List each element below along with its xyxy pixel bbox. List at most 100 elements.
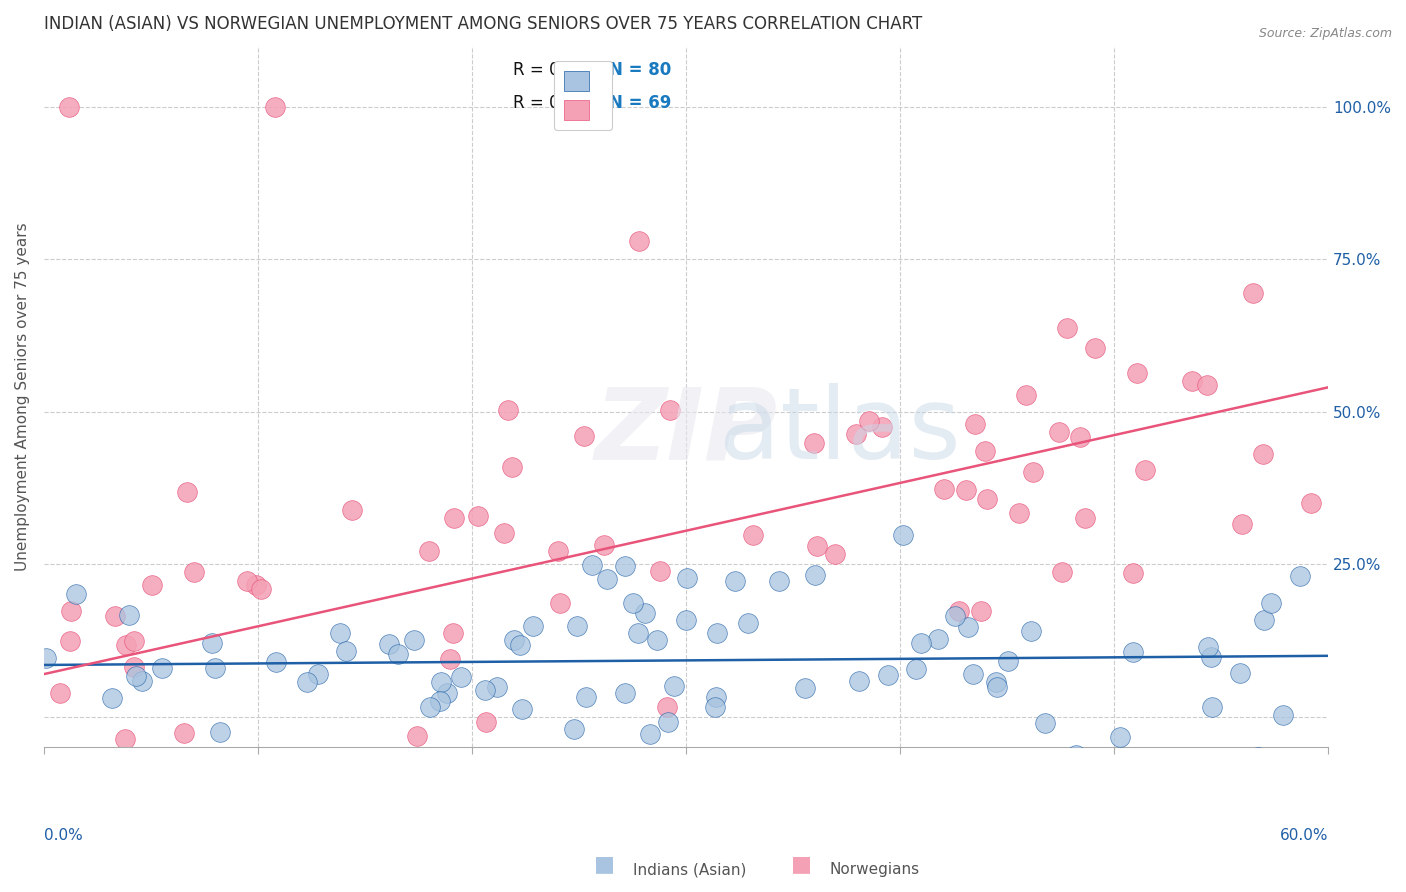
Indians (Asian) [1201,650,1223,665]
Indians (Asian) [402,632,425,647]
Indians (Asian) [1229,665,1251,680]
Norwegians [418,544,440,558]
Indians (Asian) [522,618,544,632]
Indians (Asian) [101,691,124,706]
Indians (Asian) [429,675,451,690]
Norwegians [1133,463,1156,477]
Indians (Asian) [962,666,984,681]
Indians (Asian) [117,608,139,623]
Norwegians [235,574,257,588]
Norwegians [1050,566,1073,580]
Indians (Asian) [986,681,1008,695]
Norwegians [1181,374,1204,388]
Indians (Asian) [676,571,699,585]
Norwegians [439,651,461,665]
Norwegians [858,414,880,428]
Norwegians [340,503,363,517]
Norwegians [475,715,498,730]
Indians (Asian) [1122,645,1144,659]
Indians (Asian) [429,694,451,708]
Norwegians [122,660,145,674]
Norwegians [955,483,977,497]
Text: ■: ■ [792,854,811,873]
Norwegians [1084,341,1107,355]
Norwegians [754,783,776,797]
Indians (Asian) [562,722,585,736]
Indians (Asian) [264,655,287,669]
Norwegians [1069,430,1091,444]
Norwegians [648,564,671,578]
Norwegians [249,582,271,597]
Indians (Asian) [65,586,87,600]
Indians (Asian) [927,632,949,646]
Indians (Asian) [502,633,524,648]
Indians (Asian) [1260,596,1282,610]
Indians (Asian) [575,690,598,704]
Norwegians [173,725,195,739]
Indians (Asian) [1246,750,1268,764]
Indians (Asian) [706,626,728,640]
Indians (Asian) [1109,730,1132,744]
Norwegians [1299,496,1322,510]
Norwegians [658,402,681,417]
Indians (Asian) [905,662,928,676]
Norwegians [49,686,72,700]
Norwegians [657,700,679,714]
Indians (Asian) [704,690,727,705]
Norwegians [974,444,997,458]
Text: N = 69: N = 69 [609,95,671,112]
Indians (Asian) [419,700,441,714]
Indians (Asian) [208,725,231,739]
Norwegians [870,420,893,434]
Indians (Asian) [329,625,352,640]
Text: Indians (Asian): Indians (Asian) [633,863,747,877]
Norwegians [963,417,986,431]
Text: 60.0%: 60.0% [1279,828,1329,843]
Norwegians [572,429,595,443]
Norwegians [976,492,998,507]
Indians (Asian) [657,715,679,730]
Indians (Asian) [1272,708,1295,723]
Norwegians [245,578,267,592]
Indians (Asian) [204,661,226,675]
Norwegians [806,539,828,553]
Norwegians [1195,377,1218,392]
Norwegians [547,544,569,558]
Indians (Asian) [910,636,932,650]
Indians (Asian) [724,574,747,588]
Indians (Asian) [704,699,727,714]
Norwegians [59,634,82,648]
Indians (Asian) [804,568,827,582]
Indians (Asian) [508,638,530,652]
Norwegians [845,427,868,442]
Indians (Asian) [943,608,966,623]
Indians (Asian) [125,669,148,683]
Norwegians [176,484,198,499]
Indians (Asian) [877,667,900,681]
Indians (Asian) [596,572,619,586]
Norwegians [467,509,489,524]
Indians (Asian) [486,680,509,694]
Indians (Asian) [436,686,458,700]
Norwegians [593,538,616,552]
Text: ■: ■ [595,854,614,873]
Norwegians [183,566,205,580]
Indians (Asian) [956,620,979,634]
Indians (Asian) [848,673,870,688]
Norwegians [1241,286,1264,301]
Text: INDIAN (ASIAN) VS NORWEGIAN UNEMPLOYMENT AMONG SENIORS OVER 75 YEARS CORRELATION: INDIAN (ASIAN) VS NORWEGIAN UNEMPLOYMENT… [44,15,922,33]
Norwegians [824,547,846,561]
Indians (Asian) [623,596,645,610]
Norwegians [934,482,956,496]
Norwegians [948,604,970,618]
Indians (Asian) [565,619,588,633]
Text: R = 0.052: R = 0.052 [513,62,596,79]
Norwegians [1230,517,1253,532]
Norwegians [627,234,650,248]
Norwegians [742,528,765,542]
Text: atlas: atlas [720,383,960,480]
Indians (Asian) [150,661,173,675]
Indians (Asian) [675,613,697,627]
Text: Source: ZipAtlas.com: Source: ZipAtlas.com [1258,27,1392,40]
Indians (Asian) [984,674,1007,689]
